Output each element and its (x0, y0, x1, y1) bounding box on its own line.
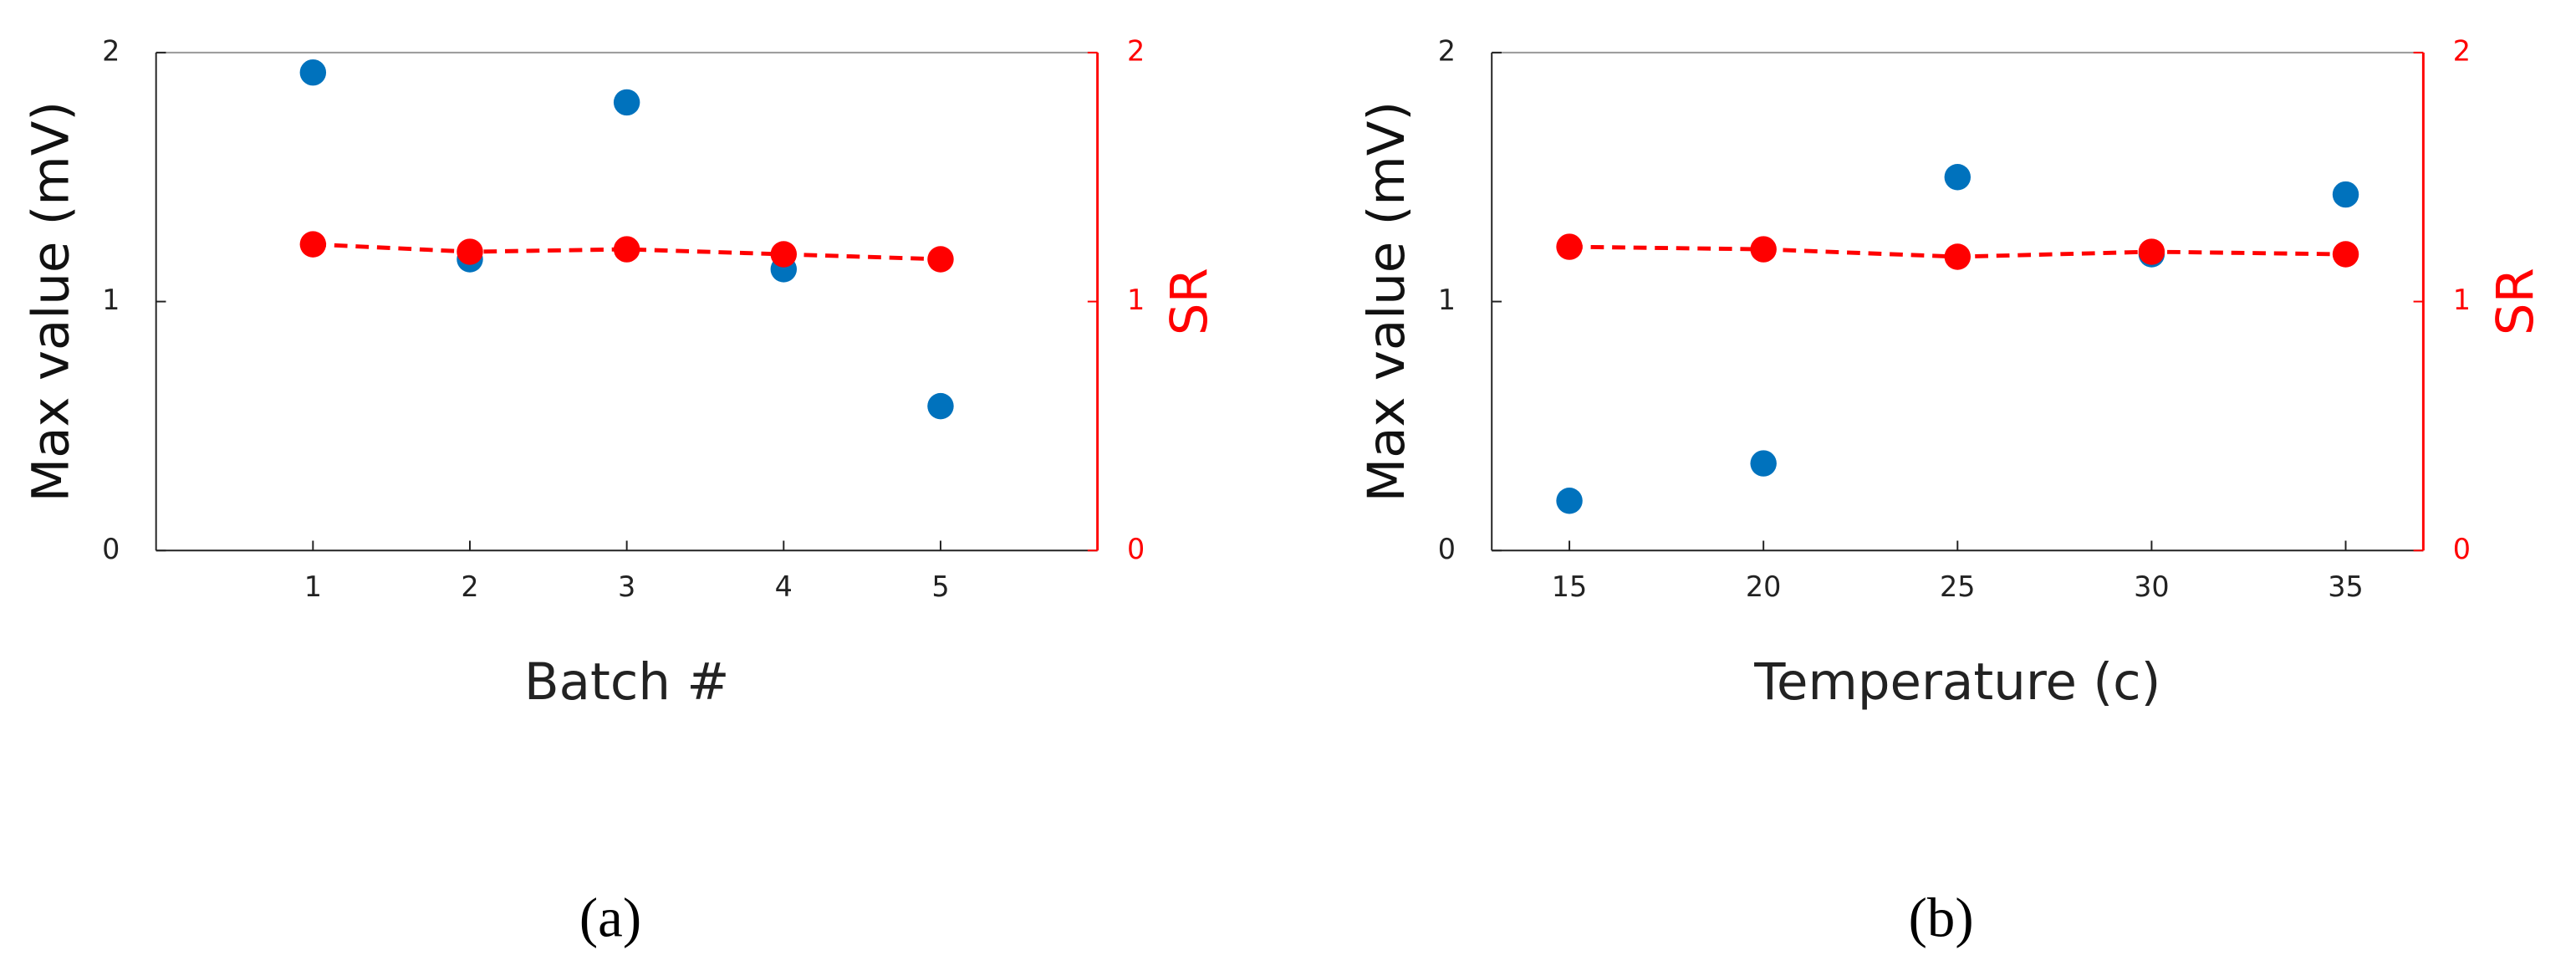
data-point (2138, 238, 2165, 265)
x-axis-label: Batch # (524, 652, 729, 712)
x-tick-label: 4 (775, 570, 793, 603)
data-point (770, 241, 798, 268)
y-axis-label: Max value (mV) (21, 101, 80, 503)
x-tick-label: 3 (618, 570, 635, 603)
data-point (1944, 243, 1972, 270)
x-tick-label: 25 (1940, 570, 1976, 603)
y2-axis-label: SR (1160, 268, 1219, 335)
x-tick-label: 15 (1552, 570, 1587, 603)
x-tick-label: 35 (2328, 570, 2364, 603)
caption: (b) (1909, 887, 1974, 949)
data-point (927, 392, 954, 420)
data-point (1750, 450, 1777, 477)
y2-axis-label: SR (2486, 268, 2545, 335)
x-tick-label: 30 (2134, 570, 2170, 603)
y-tick-label: 2 (102, 34, 120, 67)
data-point (2332, 241, 2359, 268)
data-point (457, 238, 483, 265)
series-line (313, 242, 941, 262)
data-point (613, 236, 640, 263)
data-point (299, 59, 327, 86)
caption: (a) (579, 887, 641, 949)
y-tick-label: 2 (1438, 34, 1456, 67)
x-tick-label: 5 (931, 570, 949, 603)
y2-tick-label: 2 (1127, 34, 1145, 67)
y-tick-label: 1 (102, 284, 120, 316)
y2-tick-label: 1 (1127, 284, 1145, 316)
data-point (1944, 164, 1972, 191)
y2-tick-label: 0 (1127, 533, 1145, 565)
data-point (613, 89, 640, 116)
y-axis-label: Max value (mV) (1357, 101, 1416, 503)
data-point (1750, 236, 1777, 263)
data-point (927, 246, 954, 273)
data-point (1556, 488, 1583, 514)
y2-tick-label: 0 (2453, 533, 2471, 565)
y2-tick-label: 1 (2453, 284, 2471, 316)
data-point (2332, 181, 2359, 208)
x-tick-label: 1 (304, 570, 322, 603)
data-point (299, 231, 327, 258)
y2-tick-label: 2 (2453, 34, 2471, 67)
data-point (1556, 233, 1583, 260)
x-tick-label: 20 (1746, 570, 1782, 603)
y-tick-label: 0 (102, 533, 120, 565)
y-tick-label: 0 (1438, 533, 1456, 565)
x-axis-label: Temperature (c) (1753, 652, 2160, 712)
x-tick-label: 2 (461, 570, 478, 603)
y-tick-label: 1 (1438, 284, 1456, 316)
